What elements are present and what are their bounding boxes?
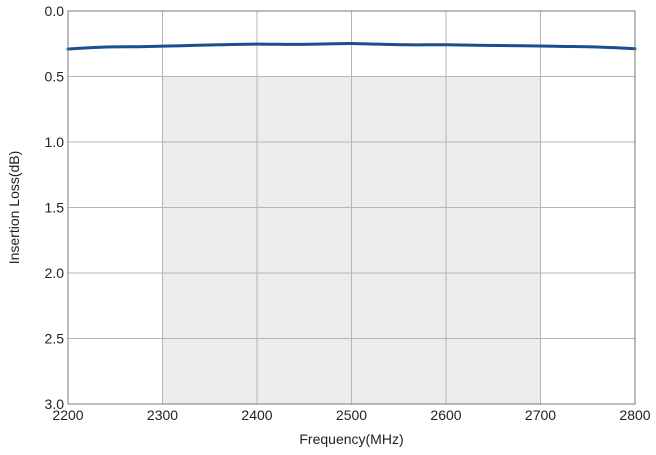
y-tick-labels: 0.0 0.5 1.0 1.5 2.0 2.5 3.0 bbox=[45, 3, 65, 412]
y-tick-label: 0.5 bbox=[45, 69, 65, 85]
series-layer bbox=[66, 41, 637, 51]
x-tick-labels: 2200 2300 2400 2500 2600 2700 2800 bbox=[52, 407, 650, 423]
x-tick-label: 2700 bbox=[525, 407, 556, 423]
grid-layer bbox=[67, 10, 636, 405]
plot-frame bbox=[67, 10, 636, 405]
series-line-0 bbox=[66, 41, 637, 51]
x-tick-label: 2600 bbox=[430, 407, 461, 423]
x-tick-label: 2200 bbox=[52, 407, 83, 423]
y-tick-label: 3.0 bbox=[45, 396, 65, 412]
y-tick-label: 2.5 bbox=[45, 331, 65, 347]
y-tick-label: 2.0 bbox=[45, 265, 65, 281]
x-tick-label: 2500 bbox=[336, 407, 367, 423]
x-tick-label: 2400 bbox=[241, 407, 272, 423]
y-tick-label: 1.5 bbox=[45, 200, 65, 216]
y-tick-label: 0.0 bbox=[45, 3, 65, 19]
x-tick-label: 2800 bbox=[619, 407, 650, 423]
x-tick-label: 2300 bbox=[147, 407, 178, 423]
y-axis-title: Insertion Loss(dB) bbox=[6, 151, 22, 265]
x-axis-title: Frequency(MHz) bbox=[299, 431, 403, 447]
y-tick-label: 1.0 bbox=[45, 134, 65, 150]
